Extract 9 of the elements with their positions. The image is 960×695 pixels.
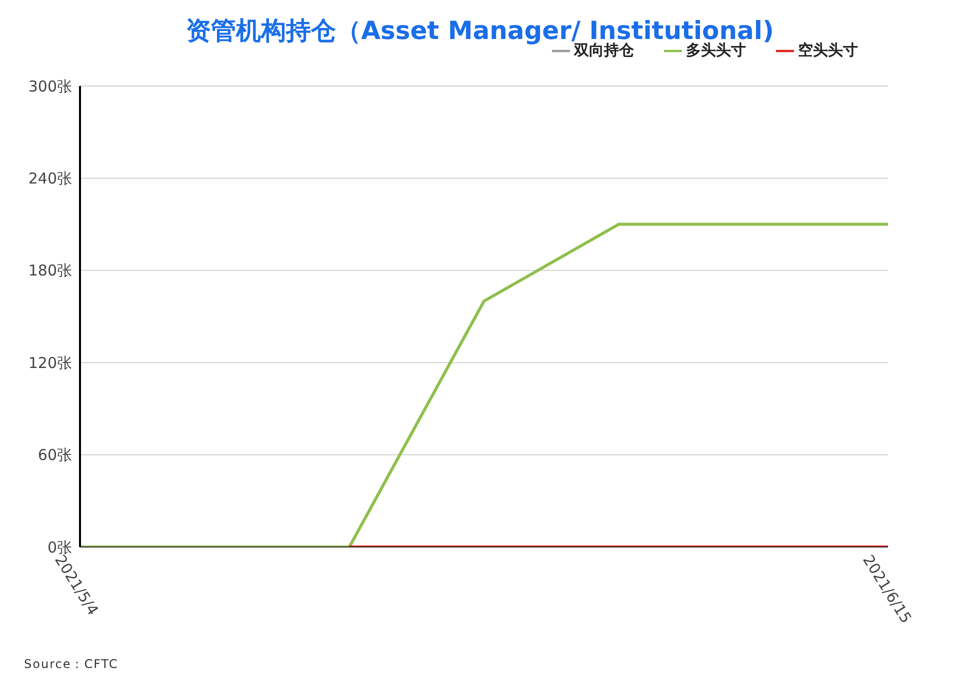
legend-label: 空头头寸 xyxy=(798,41,858,59)
y-tick-label: 120张 xyxy=(28,354,72,372)
y-tick-label: 180张 xyxy=(28,262,72,280)
y-tick-label: 240张 xyxy=(28,170,72,188)
source-note: Source：CFTC xyxy=(24,656,118,673)
legend-label: 多头头寸 xyxy=(686,41,746,59)
y-tick-label: 60张 xyxy=(38,446,72,464)
legend-label: 双向持仓 xyxy=(574,41,634,59)
y-tick-label: 300张 xyxy=(28,77,72,96)
